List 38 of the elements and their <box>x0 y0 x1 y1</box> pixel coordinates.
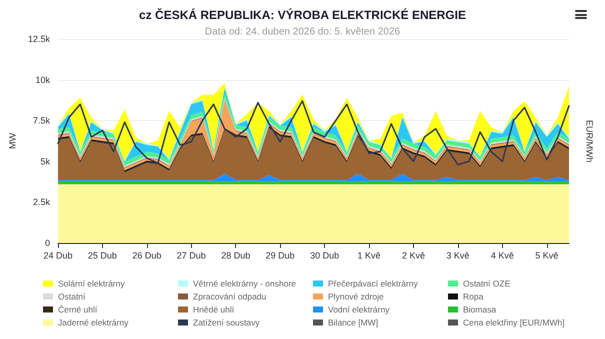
legend-label: Zatížení soustavy <box>193 318 260 328</box>
chart-title: cz ČESKÁ REPUBLIKA: VÝROBA ELEKTRICKÉ ENERGIE <box>139 8 466 22</box>
x-tick-label: 27 Dub <box>176 250 206 260</box>
x-tick-label: 5 Kvě <box>535 250 558 260</box>
y-tick-label: 10k <box>35 74 50 85</box>
legend-label: Jaderné elektrárny <box>58 318 130 328</box>
legend-label: Černé uhlí <box>58 304 98 314</box>
x-tick-label: 30 Dub <box>310 250 340 260</box>
x-tick-label: 25 Dub <box>88 250 117 260</box>
y-axis-title: MW <box>8 132 18 149</box>
x-tick-label: 2 Kvě <box>402 250 425 260</box>
legend-label: Plynové zdroje <box>328 292 384 302</box>
legend-label: Ostatní <box>58 292 86 302</box>
x-tick-label: 1 Kvě <box>358 250 381 260</box>
y-tick-label: 5k <box>40 156 50 166</box>
x-tick-label: 3 Kvě <box>446 250 470 260</box>
chart-subtitle: Data od: 24. duben 2026 do: 5. květen 2026 <box>204 26 401 38</box>
y-tick-label: 7.5k <box>32 116 50 126</box>
x-tick-label: 26 Dub <box>132 250 162 260</box>
x-tick-label: 28 Dub <box>221 250 250 260</box>
legend-label: Solární elektrárny <box>58 278 126 288</box>
legend-label: Větrné elektrárny - onshore <box>193 278 296 288</box>
x-tick-label: 4 Kvě <box>490 250 514 260</box>
y-tick-label: 0 <box>44 238 50 248</box>
legend-label: Biomasa <box>463 304 496 314</box>
legend-label: Bilance [MW] <box>328 318 378 328</box>
legend-label: Ropa <box>463 292 484 302</box>
legend-label: Zpracování odpadu <box>193 292 267 302</box>
legend-label: Hnědé uhlí <box>193 304 235 314</box>
legend-label: Ostatní OZE <box>463 278 511 288</box>
legend-label: Vodní elektrárny <box>328 304 390 314</box>
y-tick-label: 2.5k <box>32 197 50 208</box>
y-tick-label: 12.5k <box>28 34 50 44</box>
x-tick-label: 29 Dub <box>266 250 295 260</box>
legend-label: Přečerpávací elektrárny <box>328 278 419 288</box>
legend-label: Cena elektřiny [EUR/MWh] <box>463 318 565 328</box>
x-tick-label: 24 Dub <box>43 250 73 260</box>
y2-axis-title: EUR/MWh <box>584 120 594 162</box>
